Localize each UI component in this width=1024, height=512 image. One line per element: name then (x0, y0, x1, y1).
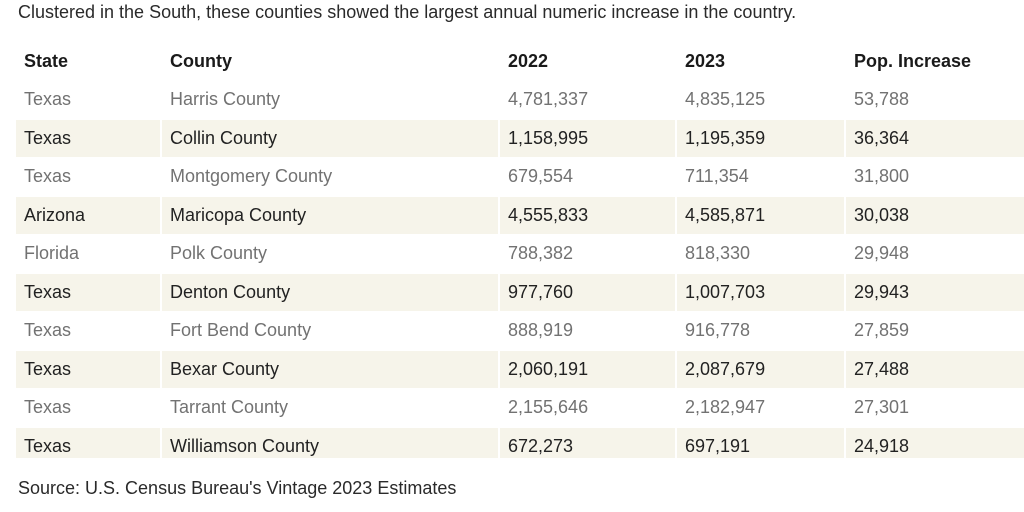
cell-2022: 679,554 (500, 157, 675, 196)
table-row: Texas Williamson County 672,273 697,191 … (16, 426, 1024, 458)
table-row: Texas Montgomery County 679,554 711,354 … (16, 157, 1024, 196)
cell-county: Tarrant County (162, 388, 498, 427)
cell-2022: 788,382 (500, 234, 675, 273)
cell-county: Maricopa County (162, 195, 498, 234)
cell-2022: 672,273 (500, 426, 675, 458)
cell-state: Texas (16, 80, 160, 119)
cell-2023: 1,007,703 (677, 272, 844, 311)
cell-2023: 1,195,359 (677, 118, 844, 157)
column-header-state: State (24, 51, 69, 71)
cell-2023: 2,182,947 (677, 388, 844, 427)
cell-county: Williamson County (162, 426, 498, 458)
column-header-pop-increase: Pop. Increase (854, 51, 972, 71)
cell-pop-increase: 27,488 (846, 349, 1024, 388)
cell-state: Texas (16, 311, 160, 350)
cell-2023: 711,354 (677, 157, 844, 196)
cell-2023: 916,778 (677, 311, 844, 350)
cell-2022: 4,781,337 (500, 80, 675, 119)
column-header-2023: 2023 (685, 51, 726, 71)
cell-county: Denton County (162, 272, 498, 311)
table-row: Texas Tarrant County 2,155,646 2,182,947… (16, 388, 1024, 427)
table-row: Florida Polk County 788,382 818,330 29,9… (16, 234, 1024, 273)
source-note: Source: U.S. Census Bureau's Vintage 202… (18, 478, 457, 498)
cell-2023: 4,585,871 (677, 195, 844, 234)
cell-state: Arizona (16, 195, 160, 234)
cell-pop-increase: 24,918 (846, 426, 1024, 458)
cell-pop-increase: 30,038 (846, 195, 1024, 234)
column-header-2022: 2022 (508, 51, 549, 71)
cell-pop-increase: 36,364 (846, 118, 1024, 157)
county-growth-table: State County 2022 2023 Pop. Increase Tex… (16, 43, 1024, 458)
cell-2022: 4,555,833 (500, 195, 675, 234)
table-row: Arizona Maricopa County 4,555,833 4,585,… (16, 195, 1024, 234)
cell-state: Texas (16, 349, 160, 388)
table-row: Texas Harris County 4,781,337 4,835,125 … (16, 80, 1024, 119)
county-growth-table-container: State County 2022 2023 Pop. Increase Tex… (16, 43, 1024, 458)
cell-pop-increase: 29,943 (846, 272, 1024, 311)
cell-2022: 977,760 (500, 272, 675, 311)
cell-2023: 4,835,125 (677, 80, 844, 119)
cell-county: Fort Bend County (162, 311, 498, 350)
cell-state: Texas (16, 272, 160, 311)
column-header-county: County (170, 51, 232, 71)
cell-2022: 888,919 (500, 311, 675, 350)
table-subtitle: Clustered in the South, these counties s… (18, 2, 797, 22)
cell-county: Polk County (162, 234, 498, 273)
cell-pop-increase: 27,859 (846, 311, 1024, 350)
cell-county: Montgomery County (162, 157, 498, 196)
cell-county: Bexar County (162, 349, 498, 388)
cell-state: Texas (16, 388, 160, 427)
cell-state: Texas (16, 157, 160, 196)
cell-2022: 2,060,191 (500, 349, 675, 388)
cell-state: Florida (16, 234, 160, 273)
table-row: Texas Bexar County 2,060,191 2,087,679 2… (16, 349, 1024, 388)
cell-state: Texas (16, 118, 160, 157)
table-row: Texas Collin County 1,158,995 1,195,359 … (16, 118, 1024, 157)
cell-2023: 818,330 (677, 234, 844, 273)
cell-2022: 1,158,995 (500, 118, 675, 157)
cell-2023: 2,087,679 (677, 349, 844, 388)
cell-pop-increase: 29,948 (846, 234, 1024, 273)
cell-pop-increase: 27,301 (846, 388, 1024, 427)
table-row: Texas Denton County 977,760 1,007,703 29… (16, 272, 1024, 311)
cell-2022: 2,155,646 (500, 388, 675, 427)
cell-county: Harris County (162, 80, 498, 119)
table-row: Texas Fort Bend County 888,919 916,778 2… (16, 311, 1024, 350)
cell-pop-increase: 53,788 (846, 80, 1024, 119)
cell-state: Texas (16, 426, 160, 458)
cell-pop-increase: 31,800 (846, 157, 1024, 196)
cell-2023: 697,191 (677, 426, 844, 458)
cell-county: Collin County (162, 118, 498, 157)
table-header-row: State County 2022 2023 Pop. Increase (16, 43, 1024, 80)
